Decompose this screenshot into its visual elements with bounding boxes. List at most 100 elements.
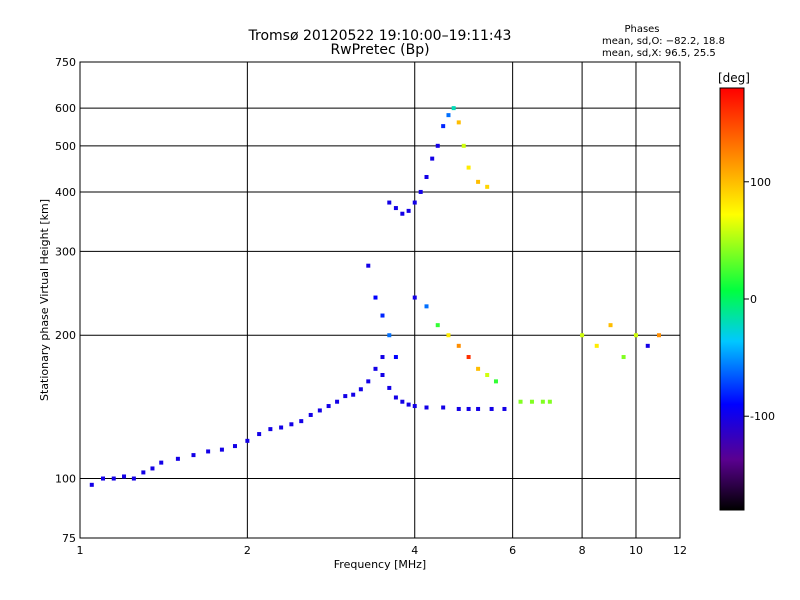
data-point <box>529 399 534 404</box>
data-point <box>633 333 638 338</box>
data-point <box>245 438 250 443</box>
y-tick-label: 750 <box>55 56 76 69</box>
data-point <box>122 474 127 479</box>
data-point <box>206 449 211 454</box>
data-point <box>299 419 304 424</box>
data-point <box>393 355 398 360</box>
data-point <box>456 343 461 348</box>
data-point <box>373 295 378 300</box>
data-point <box>289 422 294 427</box>
data-point <box>326 404 331 409</box>
data-point <box>366 263 371 268</box>
x-tick-label: 10 <box>629 544 643 557</box>
data-point <box>111 476 116 481</box>
colorbar-tick-label: -100 <box>750 410 775 423</box>
y-tick-label: 600 <box>55 102 76 115</box>
data-point <box>380 373 385 378</box>
data-point <box>466 406 471 411</box>
phase-stats-x: mean, sd,X: 96.5, 25.5 <box>602 48 716 59</box>
data-point <box>268 427 273 432</box>
x-tick-label: 4 <box>411 544 418 557</box>
data-point <box>308 412 313 417</box>
y-tick-label: 500 <box>55 140 76 153</box>
data-point <box>466 355 471 360</box>
data-point <box>380 313 385 318</box>
y-axis-label: Stationary phase Virtual Height [km] <box>38 199 51 401</box>
plot-frame <box>79 61 681 539</box>
data-point <box>441 405 446 410</box>
data-point <box>493 379 498 384</box>
chart-title: Tromsø 20120522 19:10:00–19:11:43 <box>248 28 512 44</box>
data-point <box>456 120 461 125</box>
data-point <box>412 295 417 300</box>
colorbar-tick-label: 0 <box>750 293 757 306</box>
y-tick-label: 75 <box>62 532 76 545</box>
data-point <box>518 399 523 404</box>
data-point <box>456 406 461 411</box>
data-point <box>466 165 471 170</box>
data-point <box>502 406 507 411</box>
phase-stats-o: mean, sd,O: −82.2, 18.8 <box>602 36 725 47</box>
data-point <box>279 425 284 430</box>
data-point <box>393 395 398 400</box>
colorbar-gradient <box>719 87 745 511</box>
data-point <box>430 156 435 161</box>
y-tick-label: 100 <box>55 473 76 486</box>
data-point <box>191 453 196 458</box>
data-point <box>387 200 392 205</box>
data-point <box>451 106 456 111</box>
data-point <box>387 385 392 390</box>
x-tick-label: 1 <box>77 544 84 557</box>
phase-stats-title: Phases <box>624 24 659 35</box>
x-tick-label: 2 <box>244 544 251 557</box>
data-point <box>159 460 164 465</box>
data-point <box>393 206 398 211</box>
x-tick-label: 8 <box>579 544 586 557</box>
y-tick-label: 400 <box>55 186 76 199</box>
data-point <box>387 333 392 338</box>
data-point <box>656 333 661 338</box>
colorbar-ticks: 100 0 -100 <box>744 176 775 423</box>
data-point <box>621 355 626 360</box>
data-point <box>580 333 585 338</box>
data-point <box>400 211 405 216</box>
data-point <box>141 470 146 475</box>
data-point <box>232 444 237 449</box>
data-point <box>412 404 417 409</box>
plot-background <box>80 62 680 538</box>
data-point <box>358 387 363 392</box>
data-point <box>373 366 378 371</box>
data-point <box>317 408 322 413</box>
data-point <box>89 482 94 487</box>
data-point <box>175 456 180 461</box>
data-point <box>380 355 385 360</box>
x-tick-label: 12 <box>673 544 687 557</box>
data-point <box>351 392 356 397</box>
data-point <box>219 447 224 452</box>
data-point <box>441 124 446 129</box>
data-point <box>476 179 481 184</box>
data-point <box>485 184 490 189</box>
data-point <box>489 406 494 411</box>
data-point <box>101 476 106 481</box>
echo-points <box>89 106 661 487</box>
data-point <box>131 476 136 481</box>
data-point <box>418 189 423 194</box>
data-point <box>424 405 429 410</box>
plot-area <box>80 62 680 538</box>
data-point <box>406 402 411 407</box>
data-point <box>645 343 650 348</box>
data-point <box>412 200 417 205</box>
data-point <box>257 432 262 437</box>
data-point <box>446 333 451 338</box>
x-axis-label: Frequency [MHz] <box>334 558 426 571</box>
data-point <box>435 323 440 328</box>
phase-colorbar: [deg] 100 0 -100 <box>718 71 775 511</box>
colorbar-label: [deg] <box>718 71 750 85</box>
data-point <box>406 208 411 213</box>
data-point <box>343 394 348 399</box>
data-point <box>608 323 613 328</box>
data-point <box>150 466 155 471</box>
phase-stats-box: Phases mean, sd,O: −82.2, 18.8 mean, sd,… <box>602 24 725 59</box>
